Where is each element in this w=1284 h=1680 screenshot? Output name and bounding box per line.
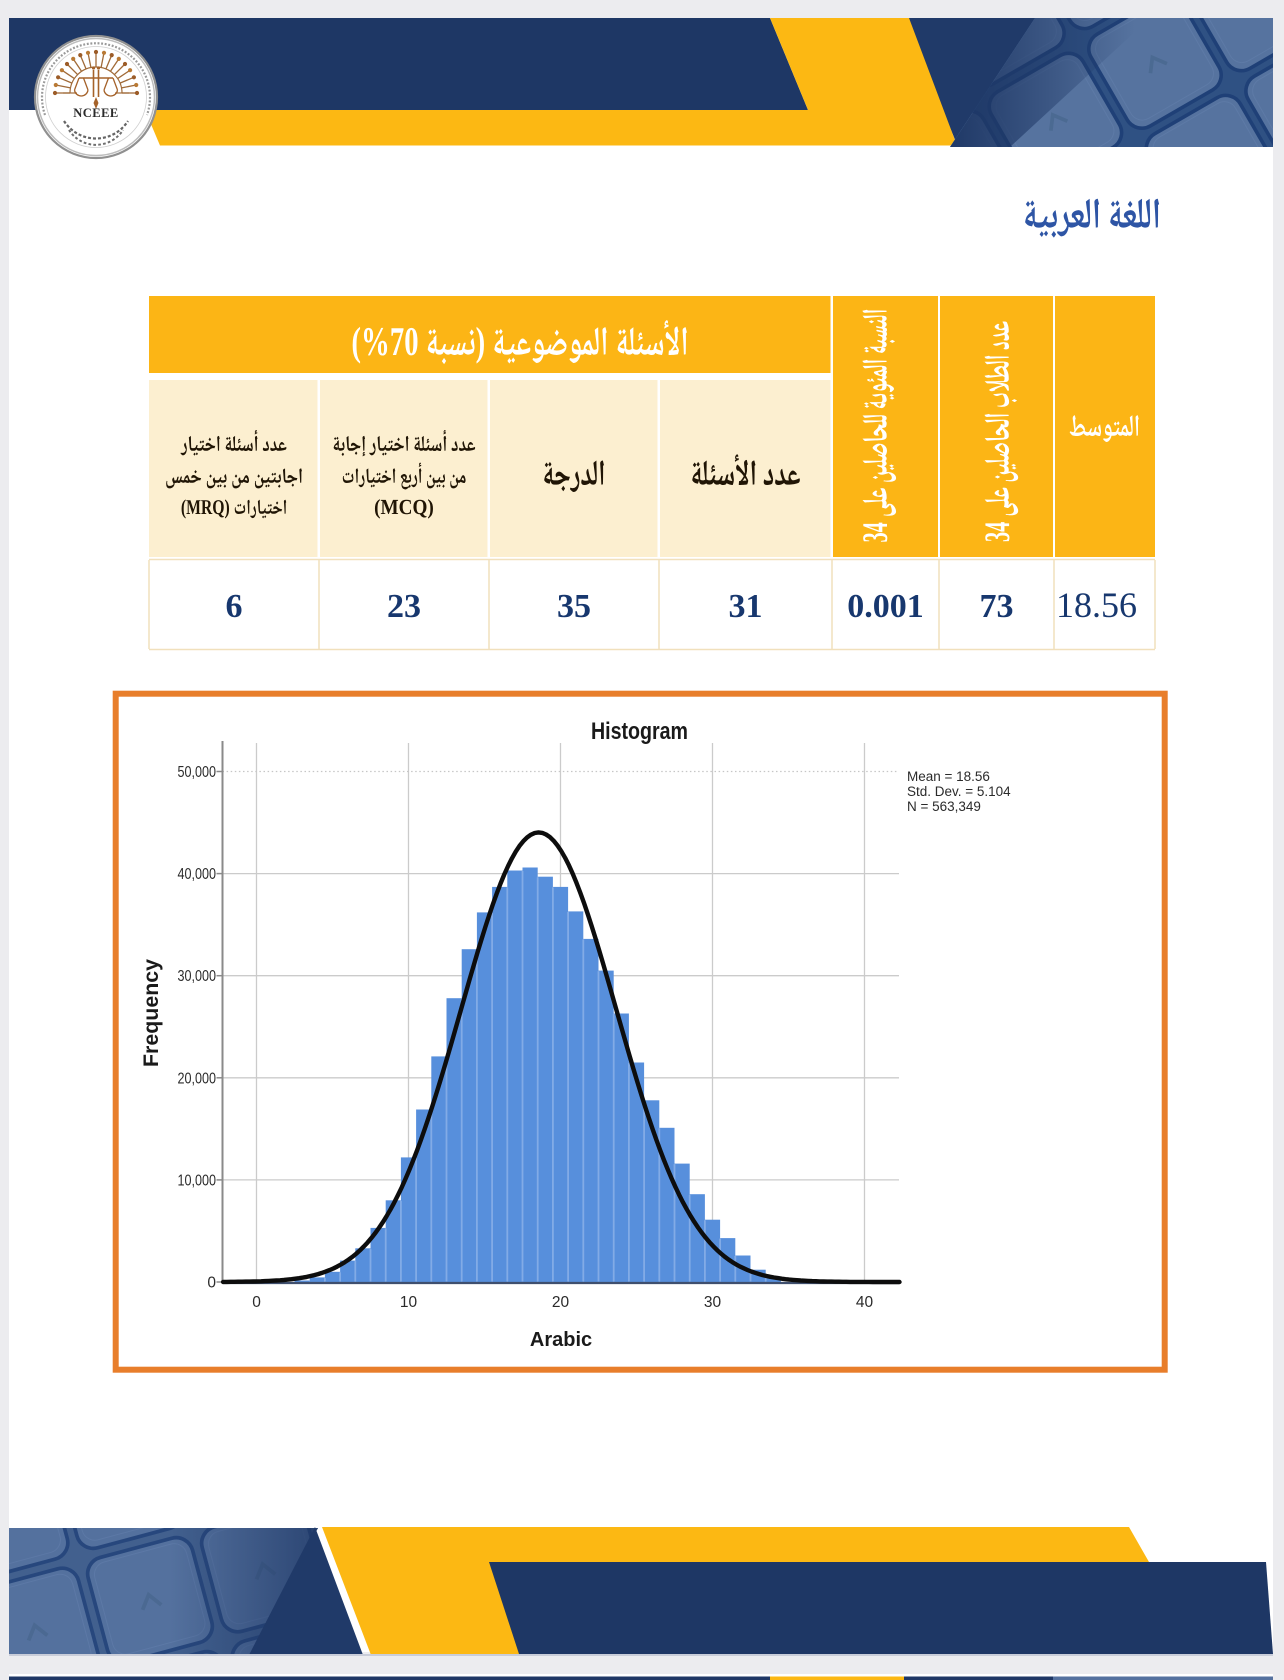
svg-text:0: 0: [252, 1294, 261, 1311]
svg-text:20,000: 20,000: [178, 1070, 217, 1087]
svg-text:6: 6: [226, 588, 243, 625]
svg-text:Arabic: Arabic: [530, 1329, 592, 1351]
svg-text:31: 31: [729, 588, 763, 625]
svg-text:30: 30: [704, 1294, 722, 1311]
svg-text:0.001: 0.001: [847, 588, 924, 625]
svg-text:35: 35: [557, 588, 591, 625]
svg-text:NCEEE: NCEEE: [73, 106, 119, 120]
svg-text:73: 73: [980, 588, 1014, 625]
svg-text:40: 40: [856, 1294, 874, 1311]
svg-text:18.56: 18.56: [1056, 585, 1137, 625]
svg-text:40,000: 40,000: [178, 866, 217, 883]
svg-text:N = 563,349: N = 563,349: [907, 799, 981, 814]
svg-text:50,000: 50,000: [178, 764, 217, 781]
svg-text:23: 23: [387, 588, 421, 625]
svg-text:10: 10: [400, 1294, 418, 1311]
svg-text:Histogram: Histogram: [591, 718, 688, 745]
svg-text:20: 20: [552, 1294, 570, 1311]
svg-text:30,000: 30,000: [178, 968, 217, 985]
svg-text:Mean = 18.56: Mean = 18.56: [907, 769, 990, 784]
svg-text:0: 0: [207, 1275, 216, 1292]
svg-text:Std. Dev. = 5.104: Std. Dev. = 5.104: [907, 784, 1011, 799]
svg-text:10,000: 10,000: [178, 1172, 217, 1189]
svg-text:Frequency: Frequency: [140, 959, 163, 1067]
